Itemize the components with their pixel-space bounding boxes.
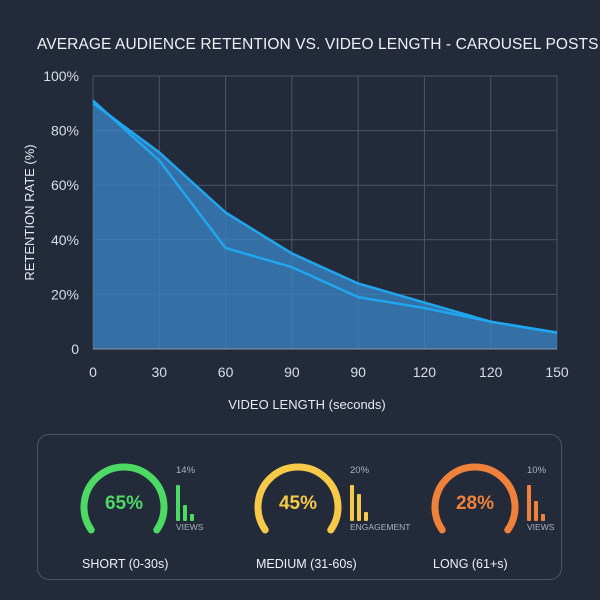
bar-icon bbox=[350, 481, 370, 521]
gauge-arc bbox=[80, 463, 168, 534]
metrics-panel: 65% 14% VIEWS SHORT (0-30s) 45% 20% ENGA… bbox=[37, 434, 562, 580]
metric-percent: 28% bbox=[455, 493, 495, 514]
metric-label: SHORT (0-30s) bbox=[82, 557, 169, 571]
metric-label: MEDIUM (31-60s) bbox=[256, 557, 357, 571]
x-tick-label: 0 bbox=[89, 364, 97, 380]
metric-short: 65% 14% VIEWS SHORT (0-30s) bbox=[76, 457, 241, 577]
metric-percent: 65% bbox=[104, 493, 144, 514]
y-tick-label: 80% bbox=[51, 123, 79, 139]
bar-icon-bar bbox=[183, 504, 187, 521]
x-tick-label: 90 bbox=[350, 364, 366, 380]
gauge-medium bbox=[254, 463, 342, 534]
gauge-short bbox=[80, 463, 168, 534]
x-axis-title: VIDEO LENGTH (seconds) bbox=[228, 397, 386, 412]
metric-long: 28% 10% VIEWS LONG (61+s) bbox=[427, 457, 592, 577]
metric-small-label: VIEWS bbox=[176, 522, 204, 532]
bar-icon-bar bbox=[534, 501, 538, 521]
gauge-arc bbox=[254, 463, 342, 534]
metric-small-label: ENGAGEMENT bbox=[350, 522, 411, 532]
bar-icon-bar bbox=[190, 513, 194, 521]
bar-icon bbox=[176, 481, 196, 521]
chart-title: AVERAGE AUDIENCE RETENTION VS. VIDEO LEN… bbox=[37, 36, 599, 53]
retention-chart: 0 20% 40% 60% 80% 100% 0 30 60 90 90 120 120 150 VIDEO… bbox=[22, 68, 569, 412]
y-axis-title: RETENTION RATE (%) bbox=[22, 144, 37, 280]
y-tick-label: 20% bbox=[51, 286, 79, 302]
metric-label: LONG (61+s) bbox=[433, 557, 508, 571]
y-tick-label: 0 bbox=[71, 341, 79, 357]
metric-small-percent: 20% bbox=[350, 465, 370, 476]
series-line-2 bbox=[92, 99, 558, 334]
bar-icon bbox=[527, 481, 547, 521]
area-fill bbox=[93, 100, 557, 349]
x-tick-label: 120 bbox=[479, 364, 503, 380]
x-tick-label: 30 bbox=[151, 364, 167, 380]
y-tick-label: 100% bbox=[43, 68, 79, 84]
bar-icon-bar bbox=[541, 513, 545, 521]
gauge-arc bbox=[431, 463, 519, 534]
bar-icon-bar bbox=[176, 485, 180, 521]
metric-small-label: VIEWS bbox=[527, 522, 555, 532]
bar-icon-bar bbox=[350, 485, 354, 521]
bar-icon-bar bbox=[357, 494, 361, 521]
x-tick-label: 120 bbox=[413, 364, 437, 380]
x-tick-label: 150 bbox=[545, 364, 569, 380]
bar-icon-bar bbox=[527, 485, 531, 521]
metric-small-percent: 14% bbox=[176, 465, 196, 476]
bar-icon-bar bbox=[364, 512, 368, 521]
x-tick-label: 60 bbox=[218, 364, 234, 380]
metric-medium: 45% 20% ENGAGEMENT MEDIUM (31-60s) bbox=[250, 457, 415, 577]
metric-small-percent: 10% bbox=[527, 465, 547, 476]
y-tick-label: 60% bbox=[51, 177, 79, 193]
gauge-long bbox=[431, 463, 519, 534]
metric-percent: 45% bbox=[278, 493, 318, 514]
y-tick-label: 40% bbox=[51, 232, 79, 248]
x-tick-label: 90 bbox=[284, 364, 300, 380]
